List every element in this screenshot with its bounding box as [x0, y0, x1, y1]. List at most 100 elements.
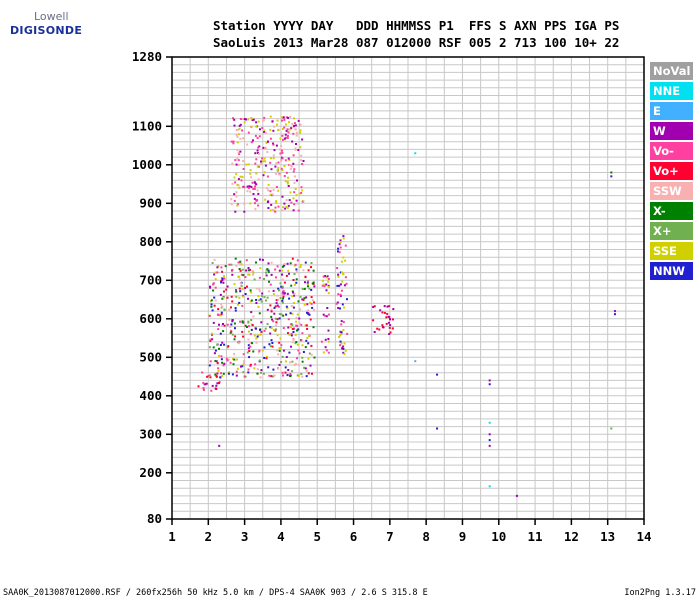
data-point: [250, 185, 253, 188]
data-point: [233, 283, 236, 286]
data-point: [241, 118, 244, 120]
data-point: [324, 314, 327, 317]
data-point: [214, 271, 217, 274]
data-point: [269, 157, 272, 160]
data-point: [261, 292, 264, 295]
data-point: [271, 193, 274, 196]
axis-layer: 1 2 3 4 5 6 7 8 9 10 11 12 13 14802003004005006007008…: [132, 49, 652, 544]
data-point: [211, 384, 214, 387]
data-point: [388, 333, 391, 335]
data-point: [243, 118, 246, 120]
data-point: [267, 189, 270, 192]
data-point: [272, 368, 275, 371]
data-point: [295, 281, 298, 284]
data-point: [310, 266, 312, 269]
data-point: [311, 306, 314, 309]
data-point: [238, 340, 241, 343]
data-point: [235, 191, 238, 194]
data-point: [285, 171, 288, 174]
data-point: [295, 268, 298, 271]
data-point: [310, 302, 313, 305]
data-point: [248, 356, 251, 359]
data-point: [218, 354, 220, 357]
data-point: [212, 289, 215, 292]
data-point: [436, 427, 439, 430]
data-point: [256, 368, 259, 371]
data-point: [241, 304, 244, 307]
data-point: [256, 152, 259, 154]
data-point: [249, 202, 252, 205]
data-point: [242, 137, 245, 140]
data-point: [260, 321, 263, 324]
data-point: [291, 370, 294, 373]
data-point: [277, 166, 280, 169]
data-point: [291, 123, 294, 126]
data-point: [281, 134, 284, 137]
data-point: [214, 286, 217, 289]
data-point: [270, 315, 273, 318]
data-point: [240, 179, 243, 182]
data-point: [262, 372, 265, 375]
data-point: [282, 374, 284, 377]
data-point: [237, 151, 240, 154]
data-point: [238, 287, 241, 290]
data-point: [214, 360, 217, 362]
data-point: [252, 315, 255, 318]
data-point: [242, 295, 245, 298]
data-point: [209, 339, 212, 342]
data-point: [248, 273, 251, 276]
data-point: [306, 336, 309, 339]
data-point: [250, 319, 253, 321]
data-point: [266, 296, 269, 299]
x-tick-label: 8: [422, 529, 430, 544]
data-point: [233, 338, 236, 341]
data-point: [414, 152, 417, 155]
legend-item-vo: Vo+: [650, 162, 693, 180]
data-point: [227, 372, 230, 375]
data-point: [269, 190, 272, 193]
data-point: [214, 349, 217, 352]
x-tick-label: 4: [277, 529, 285, 544]
data-point: [300, 339, 303, 342]
data-point: [270, 203, 273, 206]
data-point: [283, 165, 286, 167]
data-point: [283, 137, 286, 140]
data-point: [307, 312, 310, 315]
data-point: [281, 278, 284, 281]
data-point: [263, 171, 266, 174]
data-point: [236, 183, 239, 186]
data-point: [289, 262, 292, 265]
data-point: [249, 345, 252, 348]
data-point: [488, 439, 491, 442]
data-point: [262, 174, 265, 177]
data-point: [275, 321, 278, 324]
data-point: [263, 116, 266, 119]
data-point: [281, 269, 284, 272]
data-point: [373, 305, 376, 308]
data-point: [231, 300, 234, 303]
data-point: [341, 347, 343, 350]
data-point: [298, 317, 301, 320]
data-point: [305, 324, 308, 327]
data-point: [296, 179, 298, 182]
data-point: [286, 128, 289, 131]
data-point: [278, 317, 281, 320]
data-point: [337, 247, 340, 250]
data-point: [376, 327, 379, 330]
data-point: [211, 309, 214, 312]
data-point: [286, 292, 289, 295]
data-point: [344, 259, 347, 262]
data-point: [343, 306, 346, 309]
data-point: [222, 296, 225, 299]
data-point: [289, 164, 291, 167]
data-point: [340, 331, 343, 334]
data-point: [253, 181, 256, 184]
data-point: [220, 358, 223, 361]
data-point: [303, 287, 306, 290]
data-point: [287, 131, 290, 134]
data-point: [324, 346, 327, 349]
data-point: [339, 340, 342, 343]
data-point: [241, 330, 244, 333]
data-point: [285, 129, 288, 132]
data-point: [288, 351, 291, 354]
